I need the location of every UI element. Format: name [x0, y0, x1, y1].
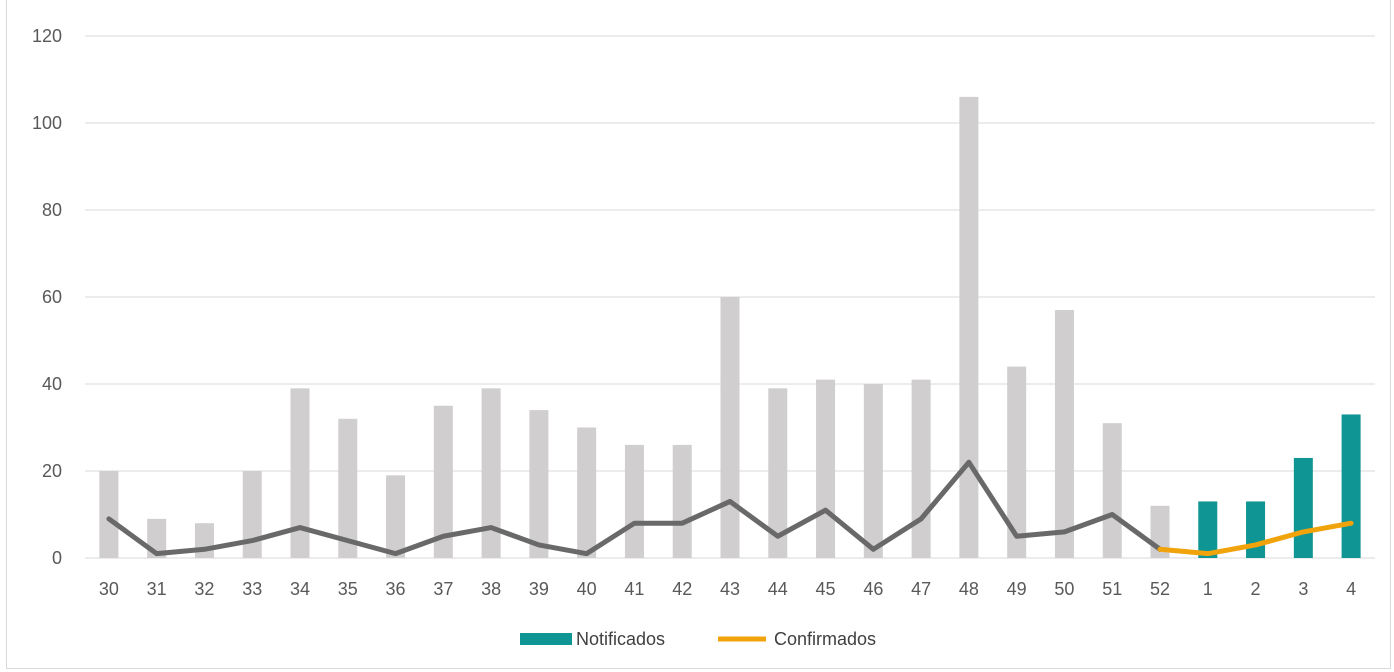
- x-tick-label: 32: [194, 579, 214, 599]
- x-tick-label: 33: [242, 579, 262, 599]
- bar: [1198, 501, 1218, 558]
- x-tick-label: 4: [1346, 579, 1356, 599]
- y-tick-label: 40: [42, 374, 62, 394]
- series-line: [106, 459, 1163, 557]
- x-axis-ticks: 30 31 32 33 34 35 36 37 38 39 40 41 42 43 44 45 46 47 48 49…: [99, 579, 1356, 599]
- y-tick-label: 100: [32, 113, 62, 133]
- x-tick-label: 3: [1298, 579, 1308, 599]
- legend-swatch-bar: [520, 633, 572, 645]
- bar: [1293, 457, 1313, 558]
- x-tick-label: 46: [863, 579, 883, 599]
- series-line: [1157, 520, 1354, 557]
- bar: [816, 379, 836, 558]
- bar: [529, 410, 549, 558]
- y-tick-label: 20: [42, 461, 62, 481]
- x-tick-label: 2: [1251, 579, 1261, 599]
- x-tick-label: 42: [672, 579, 692, 599]
- bar: [863, 384, 883, 558]
- x-tick-label: 40: [577, 579, 597, 599]
- bars: [99, 96, 1361, 559]
- bar: [720, 297, 740, 558]
- x-tick-label: 34: [290, 579, 310, 599]
- x-tick-label: 41: [624, 579, 644, 599]
- y-tick-label: 60: [42, 287, 62, 307]
- bar: [768, 388, 788, 558]
- bar: [624, 444, 644, 558]
- bar: [1102, 423, 1122, 558]
- chart-frame: [6, 0, 1391, 669]
- x-tick-label: 43: [720, 579, 740, 599]
- bar: [577, 427, 597, 558]
- x-tick-label: 45: [816, 579, 836, 599]
- y-tick-label: 80: [42, 200, 62, 220]
- bar: [99, 471, 119, 558]
- y-tick-label: 120: [32, 26, 62, 46]
- bar: [242, 471, 262, 558]
- x-tick-label: 31: [147, 579, 167, 599]
- bar: [338, 418, 358, 558]
- legend-label: Notificados: [576, 629, 665, 649]
- bar: [481, 388, 501, 558]
- bar: [433, 405, 453, 558]
- x-tick-label: 49: [1007, 579, 1027, 599]
- bar: [1054, 310, 1074, 558]
- x-tick-label: 39: [529, 579, 549, 599]
- legend: Notificados Confirmados: [520, 629, 876, 649]
- bar: [911, 379, 931, 558]
- x-tick-label: 37: [433, 579, 453, 599]
- legend-label: Confirmados: [774, 629, 876, 649]
- x-tick-label: 47: [911, 579, 931, 599]
- bar: [1007, 366, 1027, 558]
- x-tick-label: 38: [481, 579, 501, 599]
- x-tick-label: 51: [1102, 579, 1122, 599]
- x-tick-label: 36: [386, 579, 406, 599]
- y-axis-ticks: 0 20 40 60 80 100 120: [32, 26, 62, 568]
- x-tick-label: 35: [338, 579, 358, 599]
- y-tick-label: 0: [52, 548, 62, 568]
- bar: [290, 388, 310, 558]
- x-tick-label: 30: [99, 579, 119, 599]
- bar: [194, 523, 214, 558]
- bar: [1341, 414, 1361, 558]
- x-tick-label: 1: [1203, 579, 1213, 599]
- x-tick-label: 50: [1054, 579, 1074, 599]
- x-tick-label: 44: [768, 579, 788, 599]
- series-lines: [106, 459, 1354, 557]
- bar: [959, 96, 979, 559]
- x-tick-label: 52: [1150, 579, 1170, 599]
- bar: [386, 475, 406, 558]
- bar: [1246, 501, 1266, 558]
- x-tick-label: 48: [959, 579, 979, 599]
- bar: [672, 444, 692, 558]
